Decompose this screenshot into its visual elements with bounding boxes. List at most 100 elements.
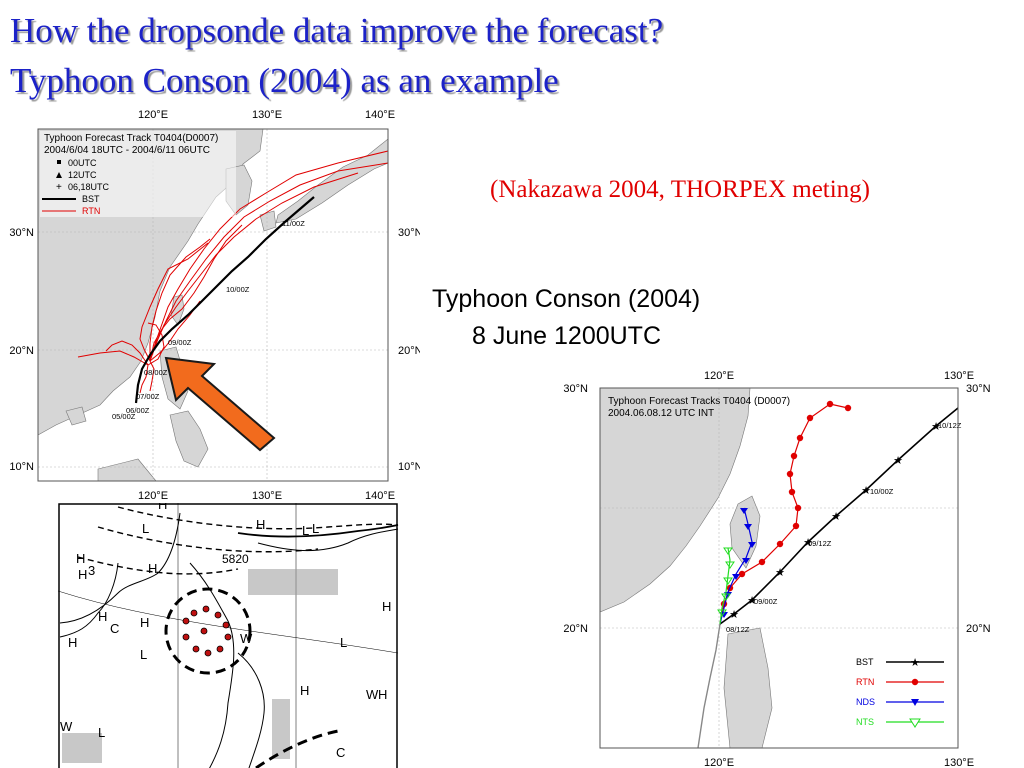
weather-analysis-map: H H H L L H H H C L H L W W H H L C H L … [58, 503, 399, 768]
pressure-label: W [240, 631, 253, 646]
pressure-label: L [142, 521, 149, 536]
dropsonde-target-ring [164, 587, 252, 675]
pressure-label: H [378, 687, 387, 702]
bottom-tick-label: 130°E [252, 490, 282, 500]
rtn-track [149, 238, 211, 361]
track-time-label: 07/00Z [136, 392, 160, 401]
title-line-2: Typhoon Conson (2004) as an example [10, 61, 559, 100]
coastline [237, 652, 265, 768]
rtn-forecast-tracks [77, 150, 389, 394]
forecast-track-map-right: 120°E 130°E 120°E 130°E 30°N 20°N 30°N 2… [563, 370, 991, 768]
pressure-label: H [256, 517, 265, 532]
rtn-track [139, 242, 209, 362]
legend-triangle-marker [56, 172, 62, 178]
track-time-label: 08/12Z [726, 625, 750, 634]
nts-track-line [719, 547, 731, 625]
left-tick-label: 20°N [9, 345, 34, 357]
map-header-backdrop [40, 131, 236, 217]
legend-label: 06,18UTC [68, 182, 110, 192]
track-time-label: 11/00Z [282, 219, 305, 228]
orange-arrow [164, 356, 276, 452]
coastline [59, 562, 119, 638]
isobar-dashed [97, 526, 319, 553]
nds-marker [732, 574, 740, 580]
land-japan-kyushu [259, 210, 277, 232]
land-taiwan [729, 495, 761, 569]
nds-marker [742, 558, 750, 564]
top-tick-label: 130°E [252, 109, 282, 121]
left-tick-label: 30°N [563, 383, 588, 395]
typhoon-subtitle: Typhoon Conson (2004) 8 June 1200UTC [432, 281, 700, 355]
rtn-track [147, 322, 165, 366]
right-tick-label: 20°N [398, 345, 420, 357]
pressure-label: L [302, 523, 309, 538]
coastline [257, 528, 399, 551]
dropsonde-point [192, 645, 200, 653]
pressure-label: L [98, 725, 105, 740]
nds-marker [740, 508, 748, 514]
dropsonde-point [182, 617, 190, 625]
land-hainan [65, 406, 87, 426]
highlight-arrow [164, 356, 276, 452]
land-luzon [723, 627, 773, 749]
bottom-tick-label: 120°E [704, 757, 734, 768]
dropsonde-target-ring-2 [255, 729, 339, 768]
dropsonde-point [216, 645, 224, 653]
rtn-marker [792, 522, 800, 530]
pressure-label: H [68, 635, 77, 650]
legend-label: BST [82, 194, 100, 204]
legend-label: RTN [82, 206, 100, 216]
rtn-track [149, 224, 243, 362]
land-philippines-south [169, 410, 209, 468]
pressure-label: L [140, 647, 147, 662]
right-tick-label: 30°N [398, 227, 420, 239]
coastline [189, 562, 235, 768]
rtn-marker [844, 404, 852, 412]
rtn-track [149, 150, 389, 362]
top-tick-label: 130°E [944, 370, 974, 382]
nts-marker [721, 593, 731, 601]
map-header-line-1: Typhoon Forecast Tracks T0404 (D0007) [608, 396, 790, 407]
top-tick-label: 120°E [138, 109, 168, 121]
pressure-label: H [140, 615, 149, 630]
pressure-label: L [340, 635, 347, 650]
pressure-label: H [382, 599, 391, 614]
track-time-label: 10/00Z [870, 487, 894, 496]
observed-past-track [697, 623, 721, 749]
nts-marker [725, 561, 735, 569]
legend-label: 00UTC [68, 158, 97, 168]
left-tick-label: 30°N [9, 227, 34, 239]
dropsonde-point [224, 633, 232, 641]
title-line-1: How the dropsonde data improve the forec… [10, 11, 664, 50]
legend-nds-marker [911, 699, 919, 706]
rtn-marker [758, 558, 766, 566]
stippled-region [62, 733, 102, 763]
rtn-marker [786, 470, 794, 478]
stippled-region [248, 569, 338, 595]
slide-title: How the dropsonde data improve the forec… [10, 6, 663, 106]
rtn-marker [790, 452, 798, 460]
rtn-track [719, 400, 852, 625]
top-tick-label: 120°E [704, 370, 734, 382]
bst-star-marker: ★ [775, 567, 785, 579]
legend-star-marker: ★ [910, 657, 920, 669]
legend-label: NDS [856, 697, 875, 707]
left-tick-label: 10°N [9, 461, 34, 473]
pressure-label: L [312, 521, 319, 536]
track-time-label: 06/00Z [126, 406, 150, 415]
rtn-marker [788, 488, 796, 496]
map-header-line-1: Typhoon Forecast Track T0404(D0007) [44, 133, 218, 144]
legend-nts-marker [909, 718, 921, 728]
top-tick-label: 140°E [365, 109, 395, 121]
stippled-region [272, 699, 290, 759]
right-tick-label: 20°N [966, 623, 991, 635]
pressure-label: W [60, 719, 73, 734]
dropsonde-point [200, 627, 208, 635]
left-tick-label: 20°N [563, 623, 588, 635]
track-time-label: 09/00Z [754, 597, 778, 606]
nds-marker [744, 524, 752, 530]
bst-track-line [719, 407, 959, 625]
pressure-label: H [148, 561, 157, 576]
legend-label: BST [856, 657, 874, 667]
isobar-dashed [77, 556, 239, 575]
